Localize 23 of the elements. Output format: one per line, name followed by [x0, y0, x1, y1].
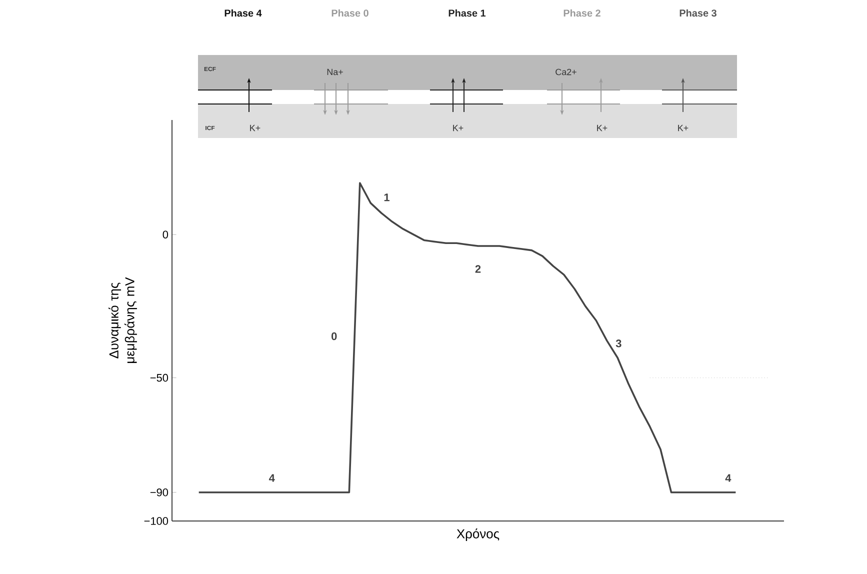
annotation: 1 [384, 194, 390, 202]
y-tick-label: −50 [150, 374, 168, 382]
annotation: K+ [453, 124, 464, 132]
annotation: 4 [268, 474, 275, 482]
category-label: Phase 4 [224, 9, 262, 17]
annotation: K+ [678, 124, 688, 132]
annotation: 3 [616, 340, 622, 348]
annotation: 4 [725, 474, 732, 482]
category-label: Phase 2 [564, 9, 600, 17]
annotation: K+ [597, 124, 608, 132]
y-axis-title: Δυναμικό της μεμβράνης mV [108, 277, 137, 363]
text: Na+ [327, 68, 343, 76]
text: Ca2+ [556, 68, 576, 76]
y-tick-label: 0 [162, 230, 168, 238]
category-label: Phase 0 [332, 9, 368, 17]
y-tick-label: −100 [144, 517, 168, 525]
y-tick-label: −90 [150, 488, 168, 496]
category-label: Phase 1 [448, 9, 486, 17]
annotation: K+ [250, 124, 260, 132]
annotation: 2 [475, 265, 481, 273]
annotation: 0 [332, 332, 337, 340]
category-label: Phase 3 [680, 9, 716, 17]
x-axis-title: Χρόνος [456, 528, 500, 541]
